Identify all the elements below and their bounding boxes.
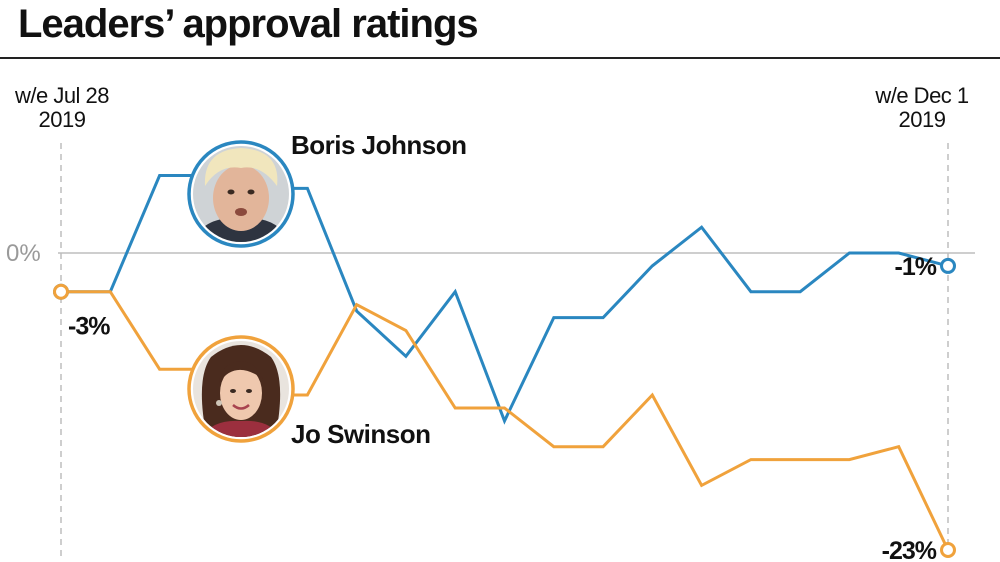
boris-johnson-start-value-label: -3% <box>68 313 110 341</box>
end-date-line-2: 2019 <box>898 107 946 132</box>
boris-johnson-portrait-mouth <box>235 208 247 216</box>
boris-johnson-end-value-label: -1% <box>895 253 937 281</box>
jo-swinson-portrait-icon <box>187 335 295 443</box>
jo-swinson-portrait-eye-left <box>230 389 236 393</box>
start-date-line-2: 2019 <box>38 107 86 132</box>
jo-swinson-portrait-eye-right <box>246 389 252 393</box>
chart-guides: 0% <box>6 143 975 560</box>
end-date-label: w/e Dec 1 2019 <box>862 84 982 132</box>
boris-johnson-portrait-icon <box>187 140 295 248</box>
title-divider <box>0 57 1000 59</box>
boris-johnson-portrait-hair <box>204 148 278 186</box>
photo-layer <box>187 140 295 443</box>
jo-swinson-start-point <box>53 283 69 300</box>
jo-swinson-portrait-fringe <box>219 361 263 383</box>
boris-johnson-portrait-eye-right <box>247 189 255 195</box>
start-date-line-1: w/e Jul 28 <box>14 83 110 108</box>
jo-swinson-portrait-face <box>220 366 262 420</box>
chart-title: Leaders’ approval ratings <box>18 2 479 46</box>
end-date-line-1: w/e Dec 1 <box>875 83 969 108</box>
jo-swinson-portrait-earring <box>216 400 222 406</box>
boris-johnson-portrait-face <box>213 165 269 231</box>
jo-swinson-end-point <box>940 542 956 558</box>
label-layer: -1% -3% -23% Boris Johnson Jo Swinson <box>68 130 938 562</box>
boris-johnson-end-point <box>940 257 956 274</box>
boris-johnson-portrait-eye-left <box>227 189 235 195</box>
zero-axis-label: 0% <box>6 240 41 267</box>
jo-swinson-end-value-label: -23% <box>882 537 937 562</box>
jo-swinson-series-label: Jo Swinson <box>291 419 430 449</box>
start-date-label: w/e Jul 28 2019 <box>2 84 122 132</box>
series-layer <box>53 174 956 558</box>
jo-swinson-portrait-image <box>193 341 289 437</box>
jo-swinson-portrait-mouth <box>232 404 250 410</box>
boris-johnson-series-label: Boris Johnson <box>291 130 467 160</box>
